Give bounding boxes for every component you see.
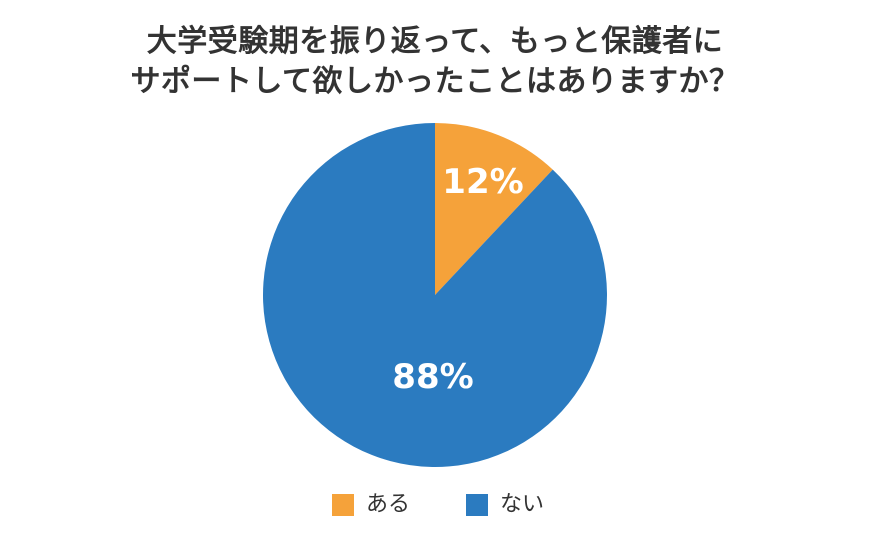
legend-label-aru: ある	[366, 492, 411, 517]
chart-title: 大学受験期を振り返って、もっと保護者に サポートして欲しかったことはありますか？	[0, 22, 870, 102]
legend-item-nai: ない	[466, 489, 544, 521]
legend-item-aru: ある	[332, 489, 410, 521]
pie-slice-aru	[435, 123, 553, 295]
pie-slice-nai	[263, 123, 607, 467]
legend-swatch-aru	[332, 494, 354, 516]
pie-label-nai: 88%	[392, 357, 473, 397]
chart-title-line-1: 大学受験期を振り返って、もっと保護者に	[146, 24, 724, 59]
legend-swatch-nai	[466, 494, 488, 516]
chart-title-line-2: サポートして欲しかったことはありますか？	[130, 64, 740, 99]
chart-legend: ある ない	[0, 489, 870, 521]
legend-label-nai: ない	[500, 492, 545, 517]
pie-label-aru: 12%	[442, 162, 523, 202]
